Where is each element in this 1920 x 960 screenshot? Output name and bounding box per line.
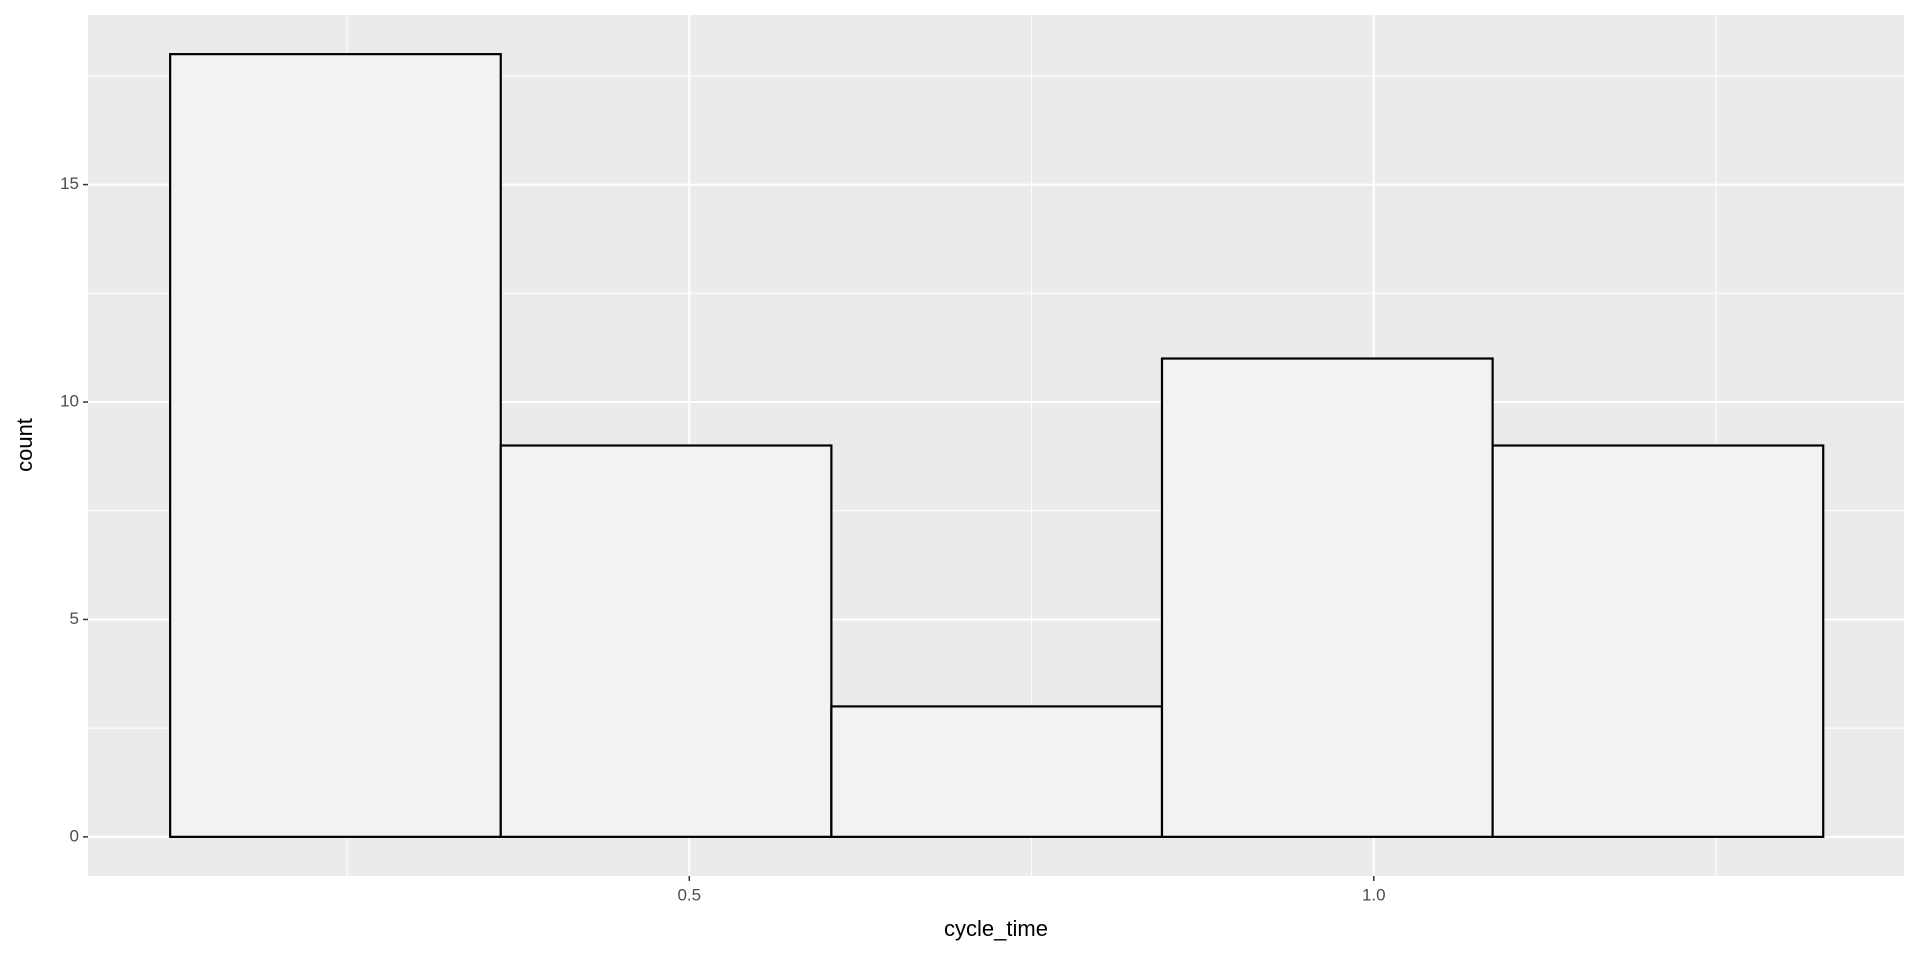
y-tick-label: 5 [70, 609, 79, 628]
y-tick-label: 15 [60, 174, 79, 193]
bar [830, 705, 1164, 838]
bar [169, 53, 502, 838]
y-tick-label: 0 [70, 826, 79, 845]
bar [1491, 444, 1825, 838]
bar [499, 444, 833, 838]
x-tick-label: 0.5 [677, 885, 701, 904]
x-tick-label: 1.0 [1362, 885, 1386, 904]
y-tick-label: 10 [60, 391, 79, 410]
bar [1160, 357, 1494, 838]
x-axis-title: cycle_time [944, 916, 1048, 941]
y-axis-title: count [12, 418, 37, 472]
